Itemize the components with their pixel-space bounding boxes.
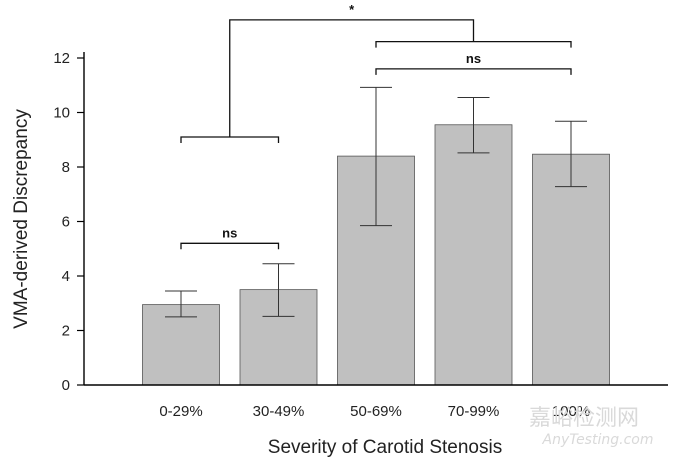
axes-group: 0 2 4 6 8 10 12 0-29% 30-49% 50-69% 70-99% 100% — [53, 50, 668, 420]
watermark-english: AnyTesting.com — [542, 432, 654, 448]
sig-star-line — [229, 19, 475, 138]
x-tick-label-70-99%: 70-99% — [448, 403, 500, 420]
sig-ns-50-69-vs-100-label: ns — [466, 51, 481, 66]
x-tick-label-50-69%: 50-69% — [350, 403, 402, 420]
y-tick-label-0: 0 — [62, 377, 70, 394]
x-tick-label-30-49%: 30-49% — [253, 403, 305, 420]
group-bracket-low — [180, 136, 280, 144]
y-tick-label-2: 2 — [62, 323, 70, 340]
group-bracket-high — [375, 41, 572, 48]
error-bars-group — [165, 86, 587, 318]
y-tick-label-10: 10 — [53, 105, 70, 122]
y-tick-label-8: 8 — [62, 159, 70, 176]
x-tick-label-100%: 100% — [552, 403, 590, 420]
significance-group: ns ns * — [180, 2, 572, 250]
sig-ns-50-69-vs-100-line — [375, 68, 572, 75]
y-tick-label-12: 12 — [53, 50, 70, 67]
y-tick-label-4: 4 — [62, 268, 70, 285]
sig-ns-0-29-vs-30-49-line — [180, 242, 280, 250]
x-axis-title: Severity of Carotid Stenosis — [268, 437, 502, 458]
bar-0-29% — [142, 304, 220, 386]
x-tick-label-0-29%: 0-29% — [159, 403, 202, 420]
watermark-chinese: 嘉峪检测网 — [529, 406, 639, 431]
y-tick-label-6: 6 — [62, 214, 70, 231]
bar-70-99% — [434, 124, 513, 386]
sig-star-label: * — [349, 2, 355, 17]
sig-ns-0-29-vs-30-49-label: ns — [222, 225, 237, 240]
y-axis-title: VMA-derived Discrepancy — [11, 109, 32, 329]
bar-100% — [532, 153, 610, 386]
